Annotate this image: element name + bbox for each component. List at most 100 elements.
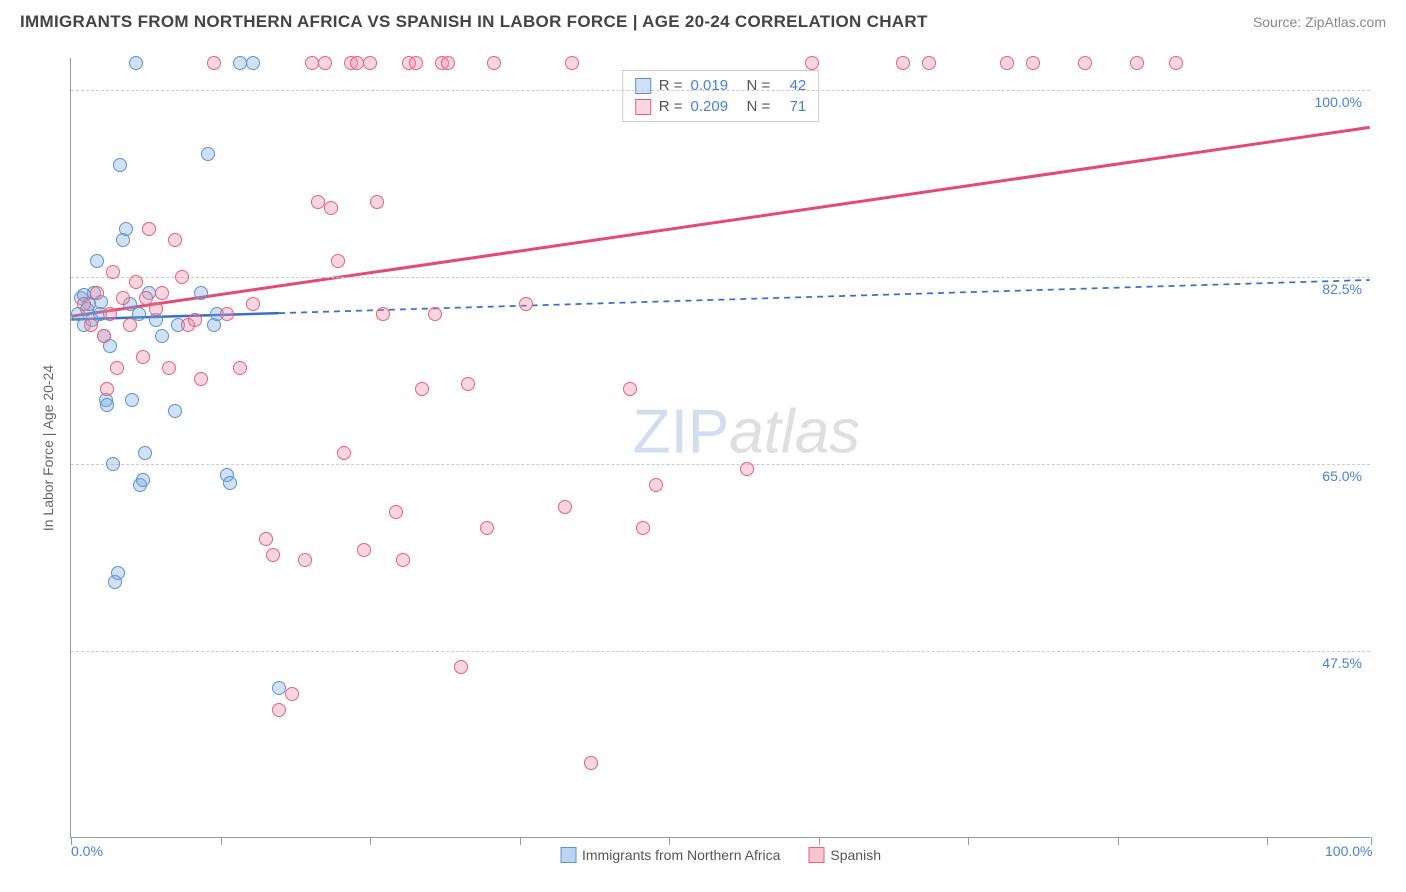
data-point bbox=[922, 56, 936, 70]
data-point bbox=[584, 756, 598, 770]
data-point bbox=[805, 56, 819, 70]
r-label: R = bbox=[659, 98, 683, 115]
bottom-legend-item: Immigrants from Northern Africa bbox=[560, 847, 780, 863]
data-point bbox=[194, 286, 208, 300]
legend-label: Immigrants from Northern Africa bbox=[582, 847, 780, 863]
data-point bbox=[415, 382, 429, 396]
data-point bbox=[90, 286, 104, 300]
data-point bbox=[168, 404, 182, 418]
data-point bbox=[129, 275, 143, 289]
data-point bbox=[370, 195, 384, 209]
data-point bbox=[1169, 56, 1183, 70]
y-tick-label: 100.0% bbox=[1315, 94, 1362, 110]
data-point bbox=[311, 195, 325, 209]
data-point bbox=[138, 446, 152, 460]
data-point bbox=[97, 329, 111, 343]
data-point bbox=[363, 56, 377, 70]
data-point bbox=[1130, 56, 1144, 70]
data-point bbox=[259, 532, 273, 546]
data-point bbox=[106, 265, 120, 279]
chart-container: In Labor Force | Age 20-24 ZIPatlas R =0… bbox=[50, 48, 1386, 848]
x-tick bbox=[819, 837, 820, 845]
y-axis-title: In Labor Force | Age 20-24 bbox=[40, 365, 56, 531]
data-point bbox=[558, 500, 572, 514]
data-point bbox=[454, 660, 468, 674]
data-point bbox=[1000, 56, 1014, 70]
data-point bbox=[194, 372, 208, 386]
data-point bbox=[129, 56, 143, 70]
data-point bbox=[100, 382, 114, 396]
data-point bbox=[318, 56, 332, 70]
legend-swatch bbox=[635, 78, 651, 94]
data-point bbox=[519, 297, 533, 311]
watermark-atlas: atlas bbox=[729, 397, 860, 466]
data-point bbox=[636, 521, 650, 535]
data-point bbox=[740, 462, 754, 476]
data-point bbox=[409, 56, 423, 70]
data-point bbox=[233, 56, 247, 70]
gridline-h bbox=[71, 464, 1370, 465]
data-point bbox=[188, 313, 202, 327]
data-point bbox=[168, 233, 182, 247]
bottom-legend-item: Spanish bbox=[808, 847, 881, 863]
data-point bbox=[90, 254, 104, 268]
n-label: N = bbox=[747, 98, 771, 115]
data-point bbox=[649, 478, 663, 492]
x-tick-label: 0.0% bbox=[71, 843, 103, 859]
chart-title: IMMIGRANTS FROM NORTHERN AFRICA VS SPANI… bbox=[20, 12, 928, 32]
n-value: 71 bbox=[778, 98, 806, 115]
data-point bbox=[461, 377, 475, 391]
y-tick-label: 65.0% bbox=[1322, 468, 1362, 484]
data-point bbox=[272, 703, 286, 717]
data-point bbox=[142, 222, 156, 236]
n-value: 42 bbox=[778, 77, 806, 94]
x-tick bbox=[669, 837, 670, 845]
data-point bbox=[155, 286, 169, 300]
data-point bbox=[106, 457, 120, 471]
data-point bbox=[480, 521, 494, 535]
n-label: N = bbox=[747, 77, 771, 94]
gridline-h bbox=[71, 90, 1370, 91]
data-point bbox=[136, 473, 150, 487]
x-tick bbox=[968, 837, 969, 845]
watermark-zip: ZIP bbox=[633, 397, 729, 466]
data-point bbox=[389, 505, 403, 519]
data-point bbox=[272, 681, 286, 695]
data-point bbox=[305, 56, 319, 70]
data-point bbox=[110, 361, 124, 375]
x-tick bbox=[1118, 837, 1119, 845]
x-tick bbox=[520, 837, 521, 845]
gridline-h bbox=[71, 651, 1370, 652]
data-point bbox=[246, 297, 260, 311]
data-point bbox=[376, 307, 390, 321]
data-point bbox=[139, 291, 153, 305]
data-point bbox=[103, 307, 117, 321]
bottom-legend: Immigrants from Northern Africa Spanish bbox=[560, 847, 881, 863]
legend-stats-row: R =0.209N =71 bbox=[635, 96, 807, 117]
data-point bbox=[357, 543, 371, 557]
data-point bbox=[116, 291, 130, 305]
data-point bbox=[175, 270, 189, 284]
data-point bbox=[113, 158, 127, 172]
data-point bbox=[125, 393, 139, 407]
data-point bbox=[201, 147, 215, 161]
legend-label: Spanish bbox=[830, 847, 881, 863]
data-point bbox=[207, 56, 221, 70]
source-label: Source: ZipAtlas.com bbox=[1253, 14, 1386, 30]
x-tick-label: 100.0% bbox=[1325, 843, 1372, 859]
x-tick bbox=[221, 837, 222, 845]
data-point bbox=[123, 318, 137, 332]
x-tick bbox=[1267, 837, 1268, 845]
gridline-h bbox=[71, 277, 1370, 278]
y-tick-label: 82.5% bbox=[1322, 281, 1362, 297]
header: IMMIGRANTS FROM NORTHERN AFRICA VS SPANI… bbox=[0, 0, 1406, 40]
data-point bbox=[285, 687, 299, 701]
watermark: ZIPatlas bbox=[633, 396, 860, 467]
data-point bbox=[119, 222, 133, 236]
data-point bbox=[162, 361, 176, 375]
data-point bbox=[77, 297, 91, 311]
legend-swatch bbox=[635, 99, 651, 115]
data-point bbox=[246, 56, 260, 70]
data-point bbox=[441, 56, 455, 70]
data-point bbox=[1026, 56, 1040, 70]
